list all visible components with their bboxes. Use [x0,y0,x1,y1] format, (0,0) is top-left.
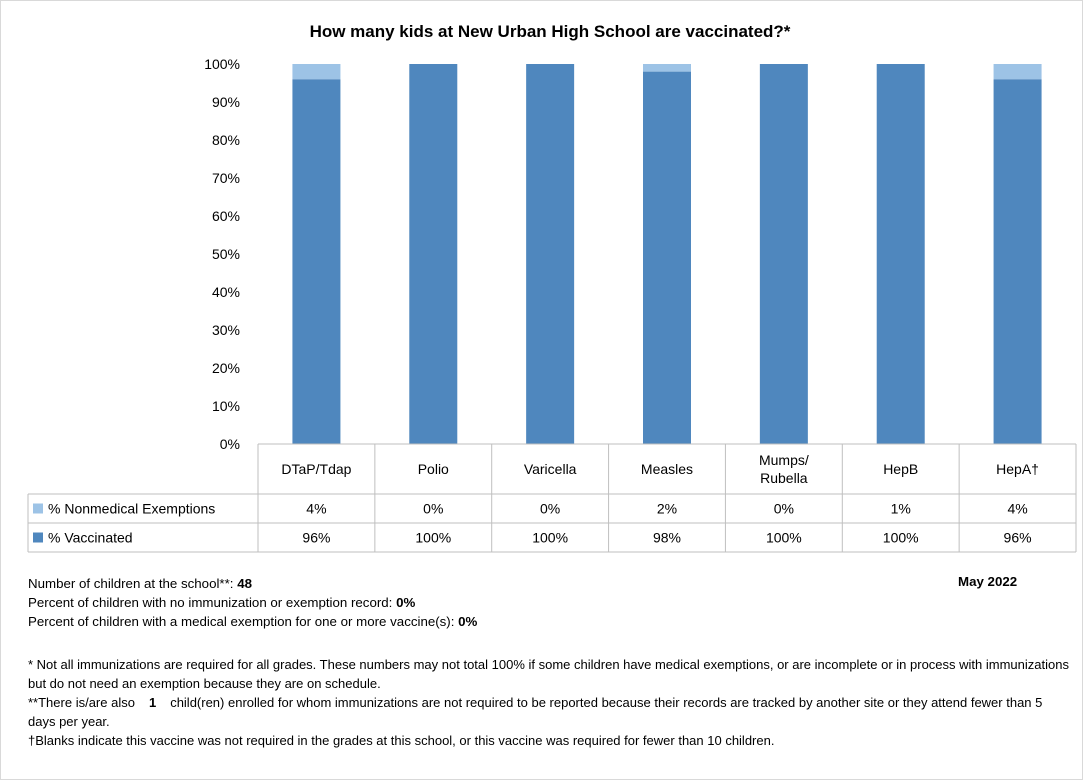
data-label: 96% [1004,530,1032,546]
children-count-label: Number of children at the school**: [28,576,234,591]
bar-nonmedical-exemption [643,64,691,72]
bar-nonmedical-exemption [993,64,1042,80]
medical-exemption-value: 0% [458,614,478,629]
no-record-label: Percent of children with no immunization… [28,595,393,610]
y-tick-label: 10% [212,398,240,414]
no-record-row: Percent of children with no immunization… [28,593,1068,612]
legend-entry: % Nonmedical Exemptions [48,501,215,517]
bar-vaccinated [292,79,341,444]
children-count-row: Number of children at the school**: 48 [28,574,1068,593]
x-category-label: HepB [883,461,918,477]
no-record-value: 0% [396,595,416,610]
data-label: 0% [774,501,794,517]
y-tick-label: 100% [204,56,240,72]
x-category-label: Polio [418,461,449,477]
vaccination-chart: How many kids at New Urban High School a… [27,22,1077,553]
data-label: 4% [306,501,326,517]
y-tick-label: 60% [212,208,240,224]
y-tick-label: 80% [212,132,240,148]
report-date: May 2022 [958,574,1018,589]
data-label: 4% [1007,501,1027,517]
data-label: 100% [883,530,919,546]
children-count-value: 48 [237,576,252,591]
x-category-label: Varicella [524,461,577,477]
bar-vaccinated [409,64,458,444]
medical-exemption-label: Percent of children with a medical exemp… [28,614,455,629]
y-tick-label: 90% [212,94,240,110]
bar-vaccinated [759,64,808,444]
legend-entry: % Vaccinated [48,530,133,546]
data-label: 100% [415,530,451,546]
data-label: 96% [302,530,330,546]
data-label: 0% [423,501,443,517]
footnote-blanks: †Blanks indicate this vaccine was not re… [28,733,775,748]
bar-vaccinated [993,79,1042,444]
y-tick-label: 0% [220,436,240,452]
bar-vaccinated [643,71,691,444]
bar-vaccinated [876,64,925,444]
footnote-unreported: **There is/are also 1 child(ren) enrolled … [28,693,1073,731]
data-label: 1% [891,501,911,517]
bar-vaccinated [526,64,575,444]
bar-nonmedical-exemption [292,64,341,80]
legend-swatch [33,503,43,514]
y-tick-label: 30% [212,322,240,338]
x-category-label: Measles [641,461,693,477]
y-tick-label: 40% [212,284,240,300]
y-tick-label: 20% [212,360,240,376]
footnote-unreported-suffix: child(ren) enrolled for whom immunizatio… [28,695,1043,729]
x-category-label: Mumps/ [759,452,809,468]
chart-title: How many kids at New Urban High School a… [310,22,791,41]
data-label: 100% [766,530,802,546]
y-tick-label: 50% [212,246,240,262]
legend-swatch [33,532,43,543]
data-label: 0% [540,501,560,517]
data-label: 98% [653,530,681,546]
x-category-label: HepA† [996,461,1039,477]
y-tick-label: 70% [212,170,240,186]
medical-exemption-row: Percent of children with a medical exemp… [28,612,1068,631]
x-category-label: Rubella [760,470,808,486]
footnote-unreported-prefix: **There is/are also [28,695,135,710]
footnote-required: * Not all immunizations are required for… [28,657,1069,691]
data-label: 2% [657,501,677,517]
unreported-count: 1 [148,695,157,710]
data-label: 100% [532,530,568,546]
footnotes: * Not all immunizations are required for… [28,655,1073,750]
school-info: Number of children at the school**: 48 P… [28,574,1068,631]
x-category-label: DTaP/Tdap [281,461,351,477]
